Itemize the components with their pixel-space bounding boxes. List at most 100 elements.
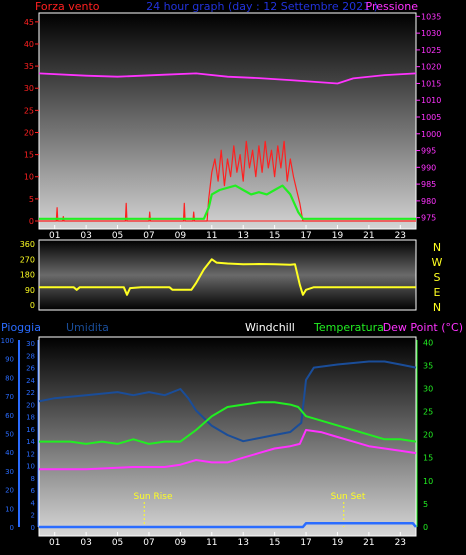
pressure-axis-tick: 1005 [421,113,441,122]
compass-label: E [434,286,441,299]
panel-c-hour-label: 07 [143,538,154,548]
chart-marks: 0510152025303540459759809859909951000100… [1,12,443,548]
direction-axis-tick: 360 [20,240,35,249]
panel-c-hour-label: 01 [49,538,60,548]
temperature-axis-tick: 0 [423,523,428,532]
wind-axis-tick: 45 [24,18,34,27]
panel-c-hour-label: 09 [175,538,187,548]
wind-avg-line [39,184,416,220]
rain-axis-tick: 20 [5,487,14,495]
panel-a-hour-label: 17 [300,231,311,241]
pressure-axis-tick: 1000 [421,130,441,139]
humidity-axis-tick: 22 [26,389,35,397]
humidity-axis-tick: 18 [26,414,35,422]
panel-a-hour-label: 07 [143,231,154,241]
temperature-axis-tick: 30 [423,384,433,393]
panel-c-hour-label: 03 [80,538,91,548]
panel-a-hour-label: 11 [206,231,217,241]
panel-temperature [38,336,417,537]
temperature-axis-tick: 20 [423,431,433,440]
panel-c-hour-label: 17 [300,538,311,548]
wind-axis-tick: 0 [29,217,34,226]
rain-axis-tick: 50 [5,431,14,439]
windchill-label: Windchill [245,321,295,334]
panel-c-hour-label: 11 [206,538,217,548]
dewpoint-label: Dew Point (°C) [383,321,463,334]
pressure-axis-tick: 980 [421,197,436,206]
rain-axis-tick: 60 [5,412,14,420]
direction-axis-tick: 90 [25,286,35,295]
panel-a-hour-label: 01 [49,231,60,241]
compass-label: S [434,271,441,284]
humidity-axis-tick: 28 [26,352,35,360]
direction-axis-tick: 270 [20,255,35,264]
wind-axis-tick: 10 [24,173,34,182]
pressure-axis-tick: 1030 [421,29,441,38]
panel-c-hour-label: 19 [332,538,344,548]
pressure-axis-tick: 1020 [421,63,441,72]
chart-title: 24 hour graph (day : 12 Settembre 2021 ) [146,0,378,13]
wind-axis-tick: 30 [24,84,34,93]
temperature-label: Temperatura [313,321,384,334]
temperature-line [39,401,417,445]
pressure-label: Pressione [366,0,419,13]
rain-line [39,522,417,529]
pressure-axis-tick: 985 [421,180,436,189]
pressure-axis-tick: 995 [421,147,436,156]
rain-axis-tick: 100 [1,337,14,345]
panel-a-hour-label: 23 [395,231,406,241]
pressure-line [38,72,417,85]
panel-a-hour-label: 13 [237,231,248,241]
pressure-axis-tick: 1035 [421,12,441,21]
direction-axis-tick: 0 [30,301,35,310]
temperature-axis-tick: 25 [423,408,433,417]
rain-axis-tick: 90 [5,356,14,364]
dewpoint-line [39,429,417,471]
humidity-line [38,360,417,443]
humidity-label: Umidita [66,321,109,334]
panel-c-hour-label: 21 [363,538,374,548]
pressure-axis-tick: 990 [421,163,436,172]
panel-c-hour-label: 15 [269,538,280,548]
panel-a-hour-label: 03 [80,231,91,241]
panel-a-hour-label: 15 [269,231,280,241]
rain-axis-tick: 10 [5,505,14,513]
rain-axis-tick: 80 [5,374,14,382]
panel-c-hour-label: 13 [237,538,248,548]
temperature-axis-tick: 40 [423,338,433,347]
humidity-axis-tick: 14 [26,438,35,446]
wind-direction-line [39,258,416,296]
humidity-axis-tick: 8 [31,475,35,483]
humidity-axis-tick: 10 [26,463,35,471]
rain-axis-tick: 30 [5,468,14,476]
sun-set-label: Sun Set [331,492,366,502]
panel-wind-pressure [38,12,417,230]
humidity-axis-tick: 4 [31,499,36,507]
wind-axis-tick: 20 [24,128,34,137]
wind-speed-label: Forza vento [35,0,100,13]
pressure-axis-tick: 975 [421,214,436,223]
compass-label: N [433,241,441,254]
humidity-axis-tick: 30 [26,340,35,348]
humidity-axis-tick: 6 [31,487,36,495]
panel-a-hour-label: 21 [363,231,374,241]
direction-axis-tick: 180 [20,271,35,280]
pressure-axis-tick: 1025 [421,46,441,55]
wind-gust-line [39,140,416,222]
panel-wind-direction [38,239,417,311]
pressure-axis-tick: 1015 [421,79,441,88]
panel-c-hour-label: 23 [395,538,406,548]
rain-axis-tick: 0 [10,524,14,532]
wind-axis-tick: 15 [24,151,34,160]
humidity-axis-tick: 20 [26,401,35,409]
wind-axis-tick: 35 [24,62,34,71]
humidity-axis-tick: 12 [26,450,35,458]
panel-a-hour-label: 19 [332,231,344,241]
humidity-axis-tick: 26 [26,365,35,373]
humidity-axis-tick: 0 [31,524,35,532]
temperature-axis-tick: 10 [423,477,433,486]
wind-axis-tick: 5 [29,195,34,204]
humidity-axis-tick: 16 [26,426,35,434]
